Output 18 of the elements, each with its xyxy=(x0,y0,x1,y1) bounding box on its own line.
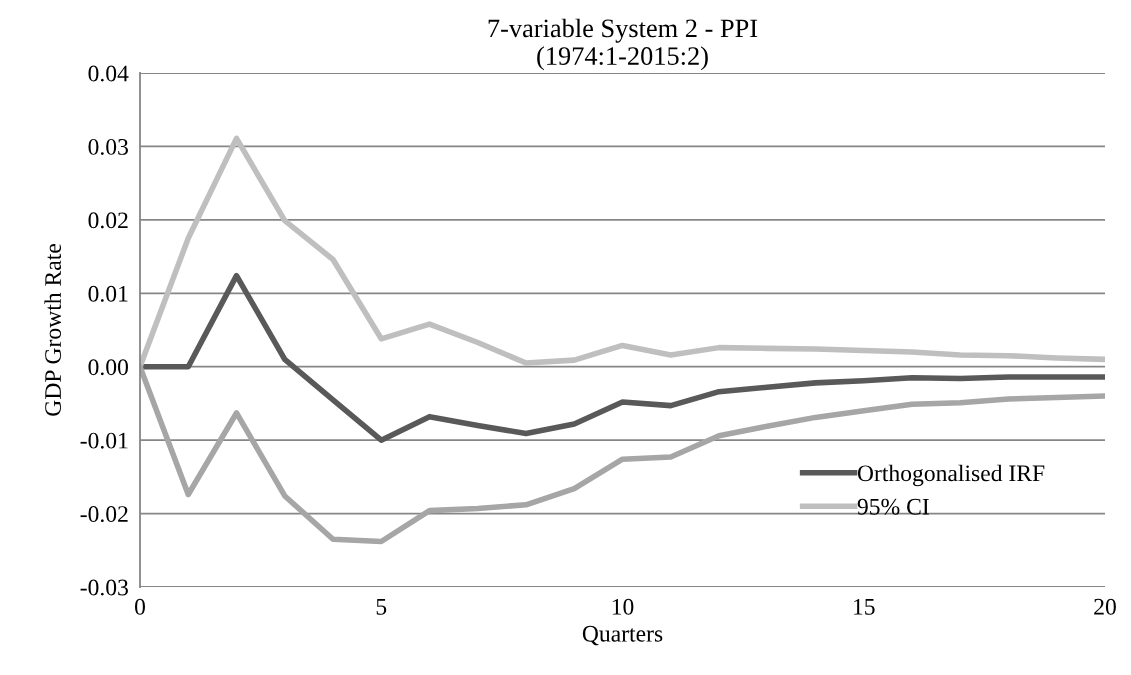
y-axis-title: GDP Growth Rate xyxy=(44,244,62,416)
x-tick-label: 15 xyxy=(854,598,875,615)
y-tick-label: 0.02 xyxy=(88,212,128,229)
legend-label: Orthogonalised IRF xyxy=(857,464,1045,487)
y-tick-label: 0.04 xyxy=(88,65,129,82)
y-tick-label: 0.03 xyxy=(88,138,128,155)
y-tick-label: -0.03 xyxy=(80,579,128,596)
legend-label: 95% CI xyxy=(857,498,929,515)
y-tick-label: -0.01 xyxy=(80,432,128,449)
y-tick-label: -0.02 xyxy=(80,506,128,523)
x-tick-label: 5 xyxy=(376,599,387,615)
y-tick-label: 0.01 xyxy=(88,285,128,302)
x-tick-label: 20 xyxy=(1094,598,1116,615)
x-tick-label: 10 xyxy=(612,598,634,615)
chart-title: 7-variable System 2 - PPI (1974:1-2015:2) xyxy=(488,18,758,71)
x-axis-title: Quarters xyxy=(582,625,663,646)
y-tick-label: 0.00 xyxy=(88,359,128,376)
x-tick-label: 0 xyxy=(135,598,145,615)
